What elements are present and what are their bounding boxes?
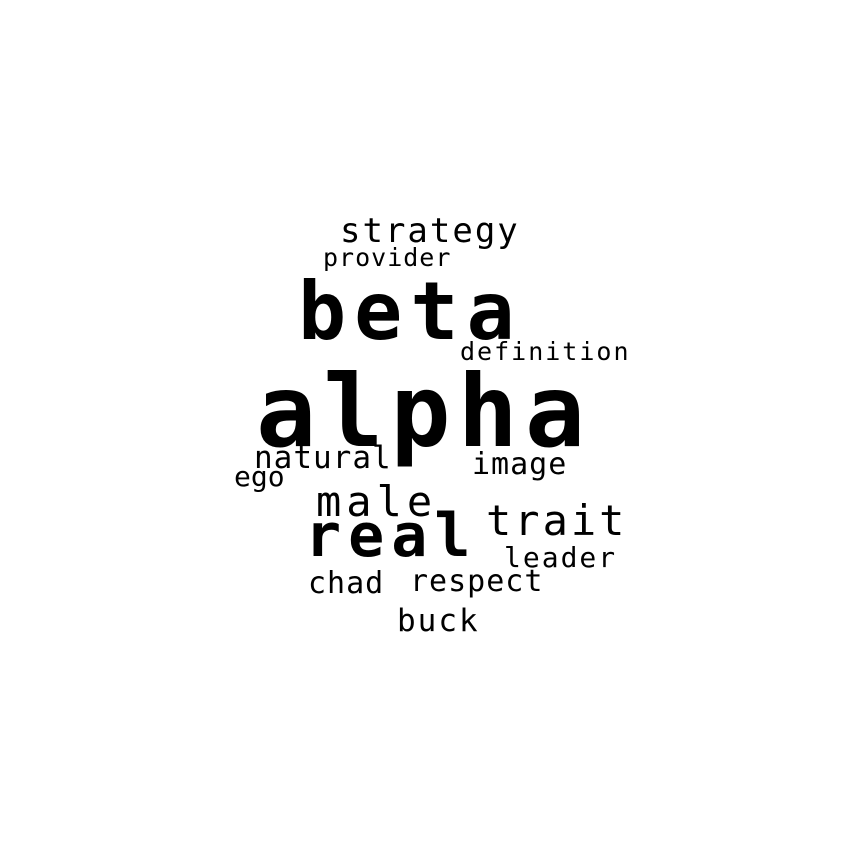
word-image: image: [472, 447, 568, 482]
word-beta: beta: [298, 265, 523, 358]
word-trait: trait: [486, 496, 628, 545]
word-alpha: alpha: [256, 353, 593, 470]
word-natural: natural: [254, 440, 392, 476]
word-respect: respect: [410, 564, 544, 599]
word-strategy: strategy: [340, 211, 520, 251]
word-real: real: [305, 501, 478, 571]
word-buck: buck: [397, 603, 480, 639]
word-provider: provider: [323, 243, 452, 272]
word-male: male: [316, 477, 438, 526]
word-ego: ego: [234, 460, 285, 493]
word-definition: definition: [460, 337, 631, 366]
word-chad: chad: [308, 566, 385, 601]
word-leader: leader: [504, 541, 618, 574]
